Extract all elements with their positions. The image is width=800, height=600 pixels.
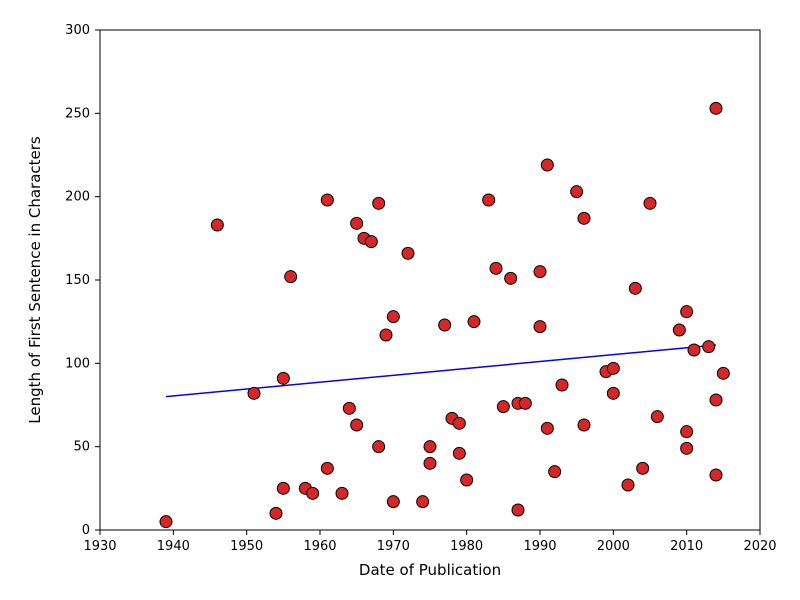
y-tick-label: 50 <box>73 440 90 455</box>
data-point <box>285 271 297 283</box>
data-point <box>439 319 451 331</box>
data-point <box>424 441 436 453</box>
data-point <box>453 447 465 459</box>
data-point <box>211 219 223 231</box>
data-point <box>380 329 392 341</box>
y-tick-label: 100 <box>65 356 90 371</box>
data-point <box>681 442 693 454</box>
x-tick-label: 1970 <box>377 539 410 554</box>
x-tick-label: 2000 <box>597 539 630 554</box>
data-point <box>644 197 656 209</box>
data-point <box>681 426 693 438</box>
data-point <box>556 379 568 391</box>
data-point <box>710 102 722 114</box>
x-tick-label: 1950 <box>230 539 263 554</box>
data-point <box>549 466 561 478</box>
data-point <box>710 394 722 406</box>
data-point <box>607 362 619 374</box>
y-tick-label: 200 <box>65 190 90 205</box>
data-point <box>541 159 553 171</box>
chart-svg: 1930194019501960197019801990200020102020… <box>0 0 800 600</box>
data-point <box>571 186 583 198</box>
data-point <box>688 344 700 356</box>
data-point <box>321 462 333 474</box>
data-point <box>637 462 649 474</box>
data-point <box>387 311 399 323</box>
data-point <box>373 197 385 209</box>
data-point <box>673 324 685 336</box>
data-point <box>270 507 282 519</box>
data-point <box>248 387 260 399</box>
data-point <box>468 316 480 328</box>
data-point <box>387 496 399 508</box>
data-point <box>277 372 289 384</box>
x-tick-label: 1930 <box>83 539 116 554</box>
x-tick-label: 2010 <box>670 539 703 554</box>
data-point <box>402 247 414 259</box>
data-point <box>703 341 715 353</box>
y-tick-label: 0 <box>82 523 90 538</box>
data-point <box>629 282 641 294</box>
data-point <box>519 397 531 409</box>
data-point <box>497 401 509 413</box>
x-tick-label: 1960 <box>303 539 336 554</box>
data-point <box>512 504 524 516</box>
x-tick-label: 1980 <box>450 539 483 554</box>
data-point <box>534 266 546 278</box>
plot-area <box>100 30 760 530</box>
scatter-chart: 1930194019501960197019801990200020102020… <box>0 0 800 600</box>
data-point <box>453 417 465 429</box>
data-point <box>351 419 363 431</box>
data-point <box>343 402 355 414</box>
data-point <box>490 262 502 274</box>
data-point <box>483 194 495 206</box>
data-point <box>534 321 546 333</box>
data-point <box>710 469 722 481</box>
data-point <box>336 487 348 499</box>
data-point <box>351 217 363 229</box>
y-tick-label: 250 <box>65 106 90 121</box>
data-point <box>461 474 473 486</box>
data-point <box>622 479 634 491</box>
data-point <box>307 487 319 499</box>
data-point <box>717 367 729 379</box>
data-point <box>607 387 619 399</box>
data-point <box>321 194 333 206</box>
data-point <box>373 441 385 453</box>
y-axis-label: Length of First Sentence in Characters <box>26 136 44 424</box>
x-tick-label: 1940 <box>157 539 190 554</box>
data-point <box>541 422 553 434</box>
data-point <box>277 482 289 494</box>
y-tick-label: 300 <box>65 23 90 38</box>
data-point <box>651 411 663 423</box>
data-point <box>160 516 172 528</box>
data-point <box>417 496 429 508</box>
data-point <box>578 212 590 224</box>
data-point <box>681 306 693 318</box>
data-point <box>365 236 377 248</box>
data-point <box>578 419 590 431</box>
x-tick-label: 2020 <box>743 539 776 554</box>
x-tick-label: 1990 <box>523 539 556 554</box>
y-tick-label: 150 <box>65 273 90 288</box>
x-axis-label: Date of Publication <box>359 561 501 579</box>
data-point <box>424 457 436 469</box>
data-point <box>505 272 517 284</box>
